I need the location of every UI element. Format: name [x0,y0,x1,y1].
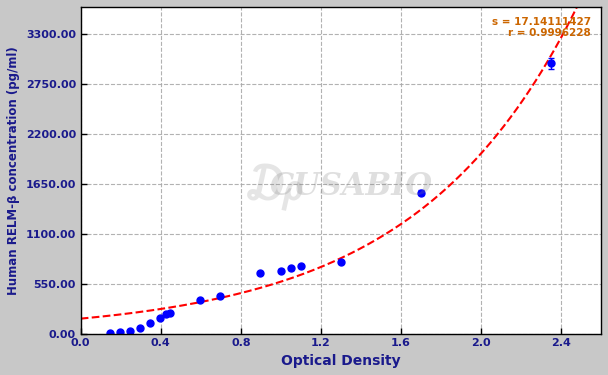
X-axis label: Optical Density: Optical Density [281,354,401,368]
Y-axis label: Human RELM-β concentration (pg/ml): Human RELM-β concentration (pg/ml) [7,46,20,295]
Text: ₯: ₯ [241,163,305,211]
Text: s = 17.14111427
r = 0.9996228: s = 17.14111427 r = 0.9996228 [491,17,590,38]
Text: CUSABIO: CUSABIO [270,171,433,202]
